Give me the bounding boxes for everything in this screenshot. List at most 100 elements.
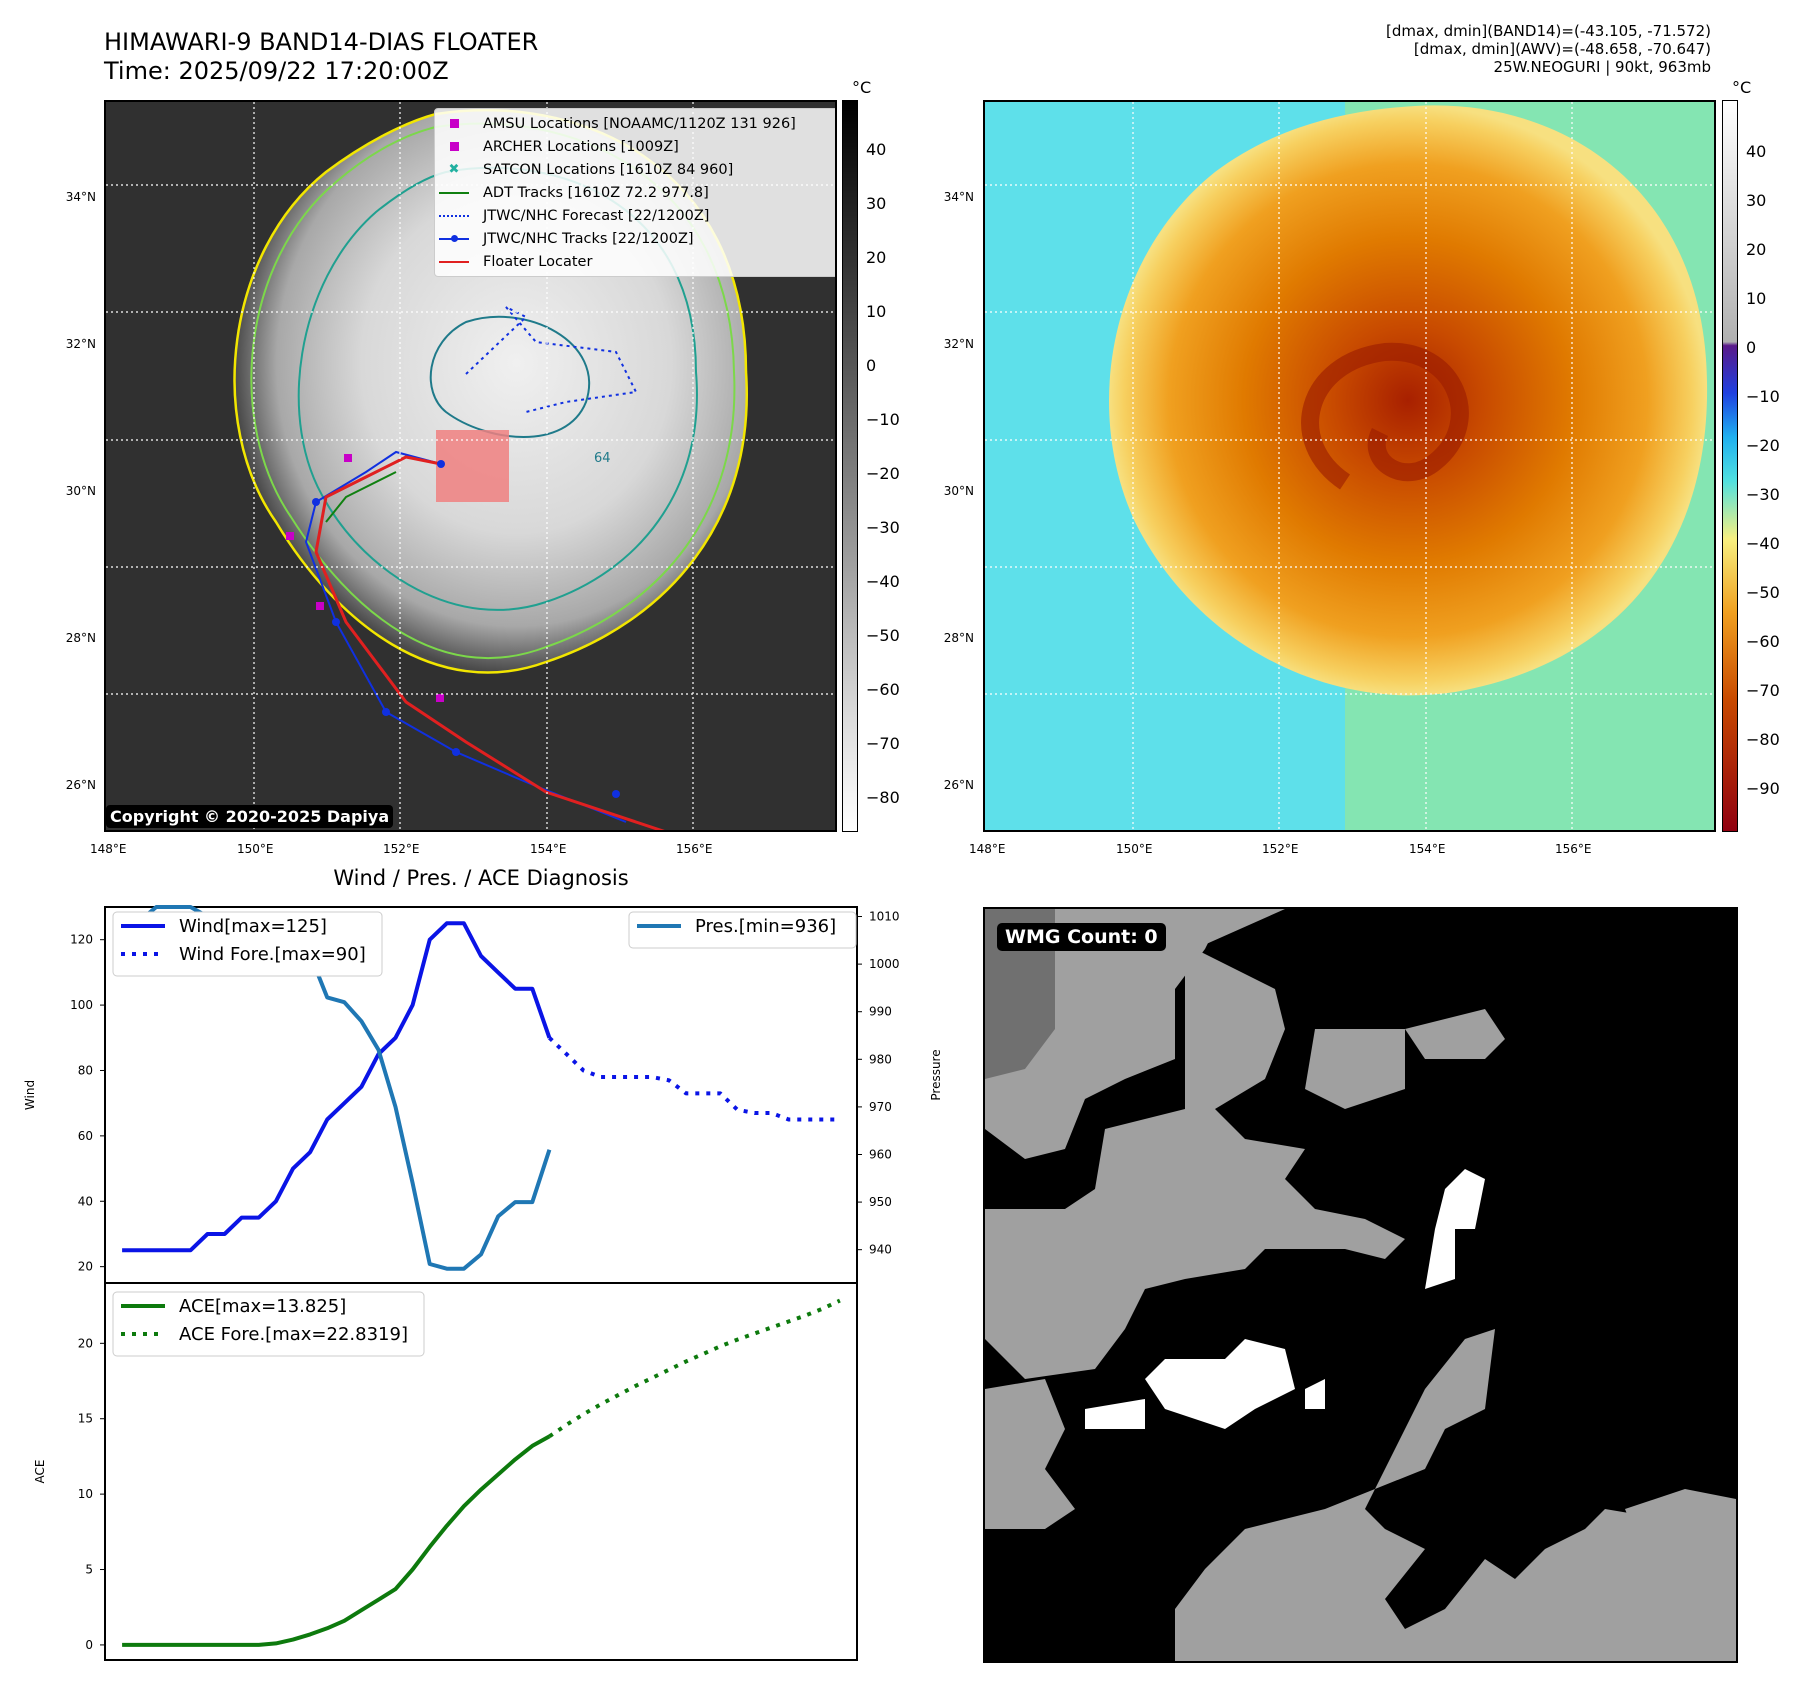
y-tick-label: 100 <box>70 998 93 1012</box>
pressure-legend <box>628 911 857 949</box>
colorbar-tick-label: −10 <box>1746 387 1780 406</box>
y-tick-label: 40 <box>78 1194 93 1208</box>
y-tick-label: 20 <box>78 1260 93 1274</box>
colorbar-tick-label: −30 <box>866 518 900 537</box>
lon-label: 150°E <box>1116 842 1153 856</box>
lat-label: 34°N <box>943 190 974 204</box>
y-tick-label: 80 <box>78 1063 93 1077</box>
series-line-ace-fore- <box>548 1298 841 1439</box>
legend-swatch <box>439 142 469 151</box>
colorbar-tick-label: −40 <box>1746 534 1780 553</box>
series-line-wind <box>122 921 552 1253</box>
colorbar-tick-label: 0 <box>1746 338 1757 357</box>
y-tick-label: 60 <box>78 1129 93 1143</box>
diagnosis-chart: 2040608010012094095096097098099010001010… <box>23 905 943 1661</box>
colorbar-tick-label: −70 <box>866 734 900 753</box>
colorbar-tick-label: 10 <box>866 302 887 321</box>
legend-swatch <box>439 260 469 263</box>
colorbar-tick-label: 0 <box>866 356 877 375</box>
lat-label: 30°N <box>943 484 974 498</box>
legend-entry: ✖ SATCON Locations [1610Z 84 960] <box>439 158 835 181</box>
ace-axes-frame <box>104 1282 858 1661</box>
chart-time: Time: 2025/09/22 17:20:00Z <box>104 57 449 85</box>
y-tick-label: 120 <box>70 933 93 947</box>
legend-label: JTWC/NHC Tracks [22/1200Z] <box>483 230 694 247</box>
y-right-tick-label: 970 <box>869 1100 892 1114</box>
colorbar-tick-label: 10 <box>1746 289 1767 308</box>
ir-colorbar-unit: °C <box>852 78 872 97</box>
lon-label: 154°E <box>530 842 567 856</box>
legend-entry: ARCHER Locations [1009Z] <box>439 135 835 158</box>
y-tick-label: 20 <box>78 1336 93 1350</box>
lat-label: 26°N <box>943 778 974 792</box>
y-tick-label: 5 <box>85 1563 93 1577</box>
lon-label: 154°E <box>1409 842 1446 856</box>
y-right-tick-label: 980 <box>869 1052 892 1066</box>
legend-swatch: ✖ <box>448 162 460 177</box>
lat-label: 28°N <box>943 631 974 645</box>
colorbar-tick-label: 30 <box>1746 191 1767 210</box>
wmg-image <box>985 909 1736 1661</box>
y-right-tick-label: 950 <box>869 1195 892 1209</box>
series-line-pres- <box>122 905 552 1271</box>
colorbar-tick-label: −50 <box>1746 583 1780 602</box>
legend-label: Wind Fore.[max=90] <box>179 944 366 965</box>
lat-label: 28°N <box>65 631 96 645</box>
lon-label: 152°E <box>383 842 420 856</box>
legend-entry: AMSU Locations [NOAAMC/1120Z 131 926] <box>439 112 835 135</box>
lat-label: 32°N <box>65 337 96 351</box>
info-band14: [dmax, dmin](BAND14)=(-43.105, -71.572) <box>1386 22 1711 40</box>
ir-colorbar-ticks: 40 30 20 10 0 −10 −20 −30 −40 −50 −60 −70 −80 <box>866 100 916 832</box>
legend-entry: Floater Locater <box>439 250 835 273</box>
colorbar-tick-label: −90 <box>1746 779 1780 798</box>
color-colorbar-ticks: 40 30 20 10 0 −10 −20 −30 −40 −50 −60 −70 −80 −90 <box>1746 100 1796 832</box>
info-block: [dmax, dmin](BAND14)=(-43.105, -71.572) … <box>1111 22 1711 76</box>
info-awv: [dmax, dmin](AWV)=(-48.658, -70.647) <box>1413 40 1711 58</box>
diagnosis-title: Wind / Pres. / ACE Diagnosis <box>333 866 629 890</box>
y-right-tick-label: 960 <box>869 1147 892 1161</box>
legend-entry: JTWC/NHC Tracks [22/1200Z] <box>439 227 835 250</box>
ace-legend <box>112 1291 425 1357</box>
y-tick-label: 0 <box>85 1638 93 1652</box>
colorbar-tick-label: −60 <box>1746 632 1780 651</box>
legend-swatch <box>439 191 469 194</box>
legend-label: Wind[max=125] <box>179 916 327 937</box>
info-storm: 25W.NEOGURI | 90kt, 963mb <box>1493 58 1711 76</box>
ir-lat-axis: 34°N 32°N 30°N 28°N 26°N <box>44 100 102 832</box>
y-right-tick-label: 990 <box>869 1005 892 1019</box>
legend-label: AMSU Locations [NOAAMC/1120Z 131 926] <box>483 115 796 132</box>
wind-axis-label: Wind <box>23 1080 37 1110</box>
colorbar-tick-label: 20 <box>1746 240 1767 259</box>
lon-label: 156°E <box>1555 842 1592 856</box>
lat-label: 32°N <box>943 337 974 351</box>
colorbar-tick-label: −20 <box>866 464 900 483</box>
colorbar-tick-label: −50 <box>866 626 900 645</box>
lon-label: 148°E <box>969 842 1006 856</box>
lat-label: 26°N <box>65 778 96 792</box>
y-right-tick-label: 940 <box>869 1243 892 1257</box>
lon-label: 150°E <box>237 842 274 856</box>
color-map-image <box>985 102 1714 830</box>
legend-label: ARCHER Locations [1009Z] <box>483 138 679 155</box>
legend-label: Floater Locater <box>483 253 593 270</box>
legend-label: ACE[max=13.825] <box>179 1296 346 1317</box>
legend-swatch <box>439 214 469 217</box>
colorbar-tick-label: −20 <box>1746 436 1780 455</box>
chart-title: HIMAWARI-9 BAND14-DIAS FLOATER <box>104 28 539 56</box>
ace-axis-label: ACE <box>33 1460 47 1484</box>
map-legend: AMSU Locations [NOAAMC/1120Z 131 926] ARC… <box>434 108 835 277</box>
wmg-panel: WMG Count: 0 <box>983 907 1738 1663</box>
lon-label: 156°E <box>676 842 713 856</box>
y-right-tick-label: 1010 <box>869 910 900 924</box>
legend-label: JTWC/NHC Forecast [22/1200Z] <box>483 207 710 224</box>
contour-label: 64 <box>594 451 611 466</box>
colorbar-tick-label: −80 <box>866 788 900 807</box>
colorbar-tick-label: 30 <box>866 194 887 213</box>
lat-label: 34°N <box>65 190 96 204</box>
colorbar-tick-label: −60 <box>866 680 900 699</box>
legend-label: ADT Tracks [1610Z 72.2 977.8] <box>483 184 709 201</box>
colorbar-tick-label: 40 <box>1746 142 1767 161</box>
colorbar-tick-label: 20 <box>866 248 887 267</box>
ir-colorbar <box>842 100 858 832</box>
legend-label: ACE Fore.[max=22.8319] <box>179 1324 408 1345</box>
